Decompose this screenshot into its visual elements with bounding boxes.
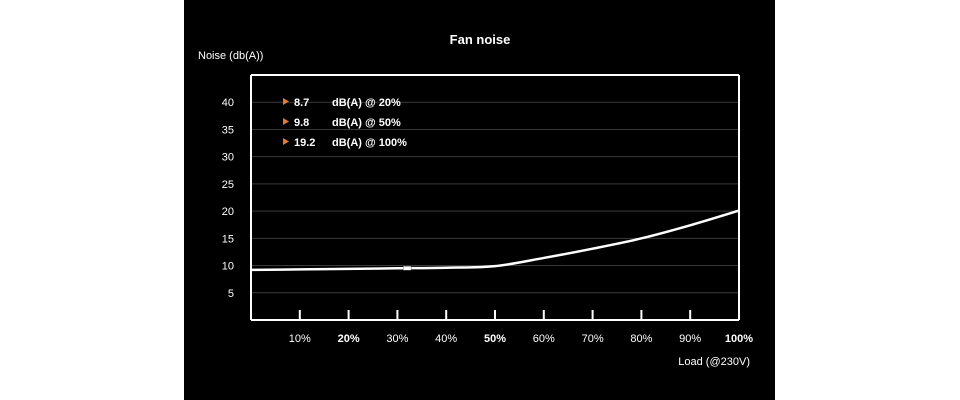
x-tick-label: 20%	[338, 333, 360, 345]
x-tick-label: 90%	[679, 333, 701, 345]
y-tick-label: 10	[222, 261, 234, 273]
x-tick-label: 30%	[386, 333, 408, 345]
annotation-text: dB(A) @ 100%	[332, 137, 407, 149]
x-tick-label: 70%	[582, 333, 604, 345]
chart-title: Fan noise	[450, 32, 511, 47]
annotation-text: dB(A) @ 20%	[332, 97, 401, 109]
y-tick-label: 5	[228, 288, 234, 300]
x-tick-label: 10%	[289, 333, 311, 345]
x-tick-label: 100%	[725, 333, 753, 345]
y-tick-label: 35	[222, 124, 234, 136]
y-tick-label: 40	[222, 97, 234, 109]
y-tick-label: 30	[222, 152, 234, 164]
y-axis-label: Noise (db(A))	[198, 50, 263, 62]
y-tick-label: 25	[222, 179, 234, 191]
y-tick-label: 20	[222, 206, 234, 218]
annotation-value: 19.2	[294, 137, 315, 149]
x-axis-label: Load (@230V)	[678, 356, 750, 368]
annotation-text: dB(A) @ 50%	[332, 117, 401, 129]
x-tick-label: 50%	[484, 333, 506, 345]
annotation-value: 8.7	[294, 97, 309, 109]
x-tick-label: 80%	[630, 333, 652, 345]
y-tick-label: 15	[222, 233, 234, 245]
chart-background	[184, 0, 775, 400]
annotation-value: 9.8	[294, 117, 309, 129]
noise-series-line	[250, 209, 740, 272]
x-tick-label: 60%	[533, 333, 555, 345]
annotation-arrow-icon	[283, 138, 289, 145]
annotation-arrow-icon	[283, 98, 289, 105]
annotation-arrow-icon	[283, 118, 289, 125]
series-marker	[402, 266, 412, 271]
x-tick-label: 40%	[435, 333, 457, 345]
